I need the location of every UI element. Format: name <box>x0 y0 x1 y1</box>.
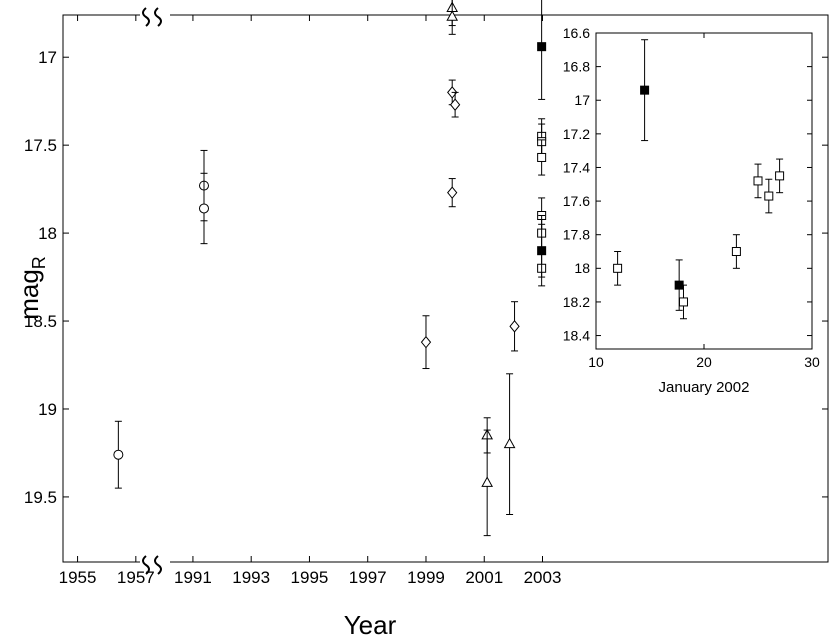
y-tick-label: 18 <box>574 260 590 276</box>
x-tick-label: 1957 <box>117 568 155 587</box>
y-tick-label: 17.6 <box>563 193 590 209</box>
inset-plot: 16.6 16.8 17 17.2 17.4 17.6 17.8 18 18.2 18.4 10 20… <box>563 25 820 370</box>
y-tick-label: 16.6 <box>563 25 590 41</box>
x-tick-label: 1955 <box>59 568 97 587</box>
y-tick-label: 17.4 <box>563 159 590 175</box>
x-tick-label: 30 <box>804 354 820 370</box>
x-tick-label: 1997 <box>349 568 387 587</box>
y-tick-label: 18.5 <box>24 312 57 331</box>
marker <box>113 449 124 460</box>
y-tick-label: 18.4 <box>563 327 590 343</box>
marker <box>420 335 432 349</box>
break-mark <box>142 555 162 575</box>
marker <box>447 186 458 199</box>
marker <box>198 203 209 214</box>
y-axis-label-subscript: R <box>29 256 49 269</box>
y-tick-label: 19.5 <box>24 488 57 507</box>
x-tick-label: 1995 <box>291 568 329 587</box>
axis-break <box>140 5 170 575</box>
marker <box>537 152 547 162</box>
main-plot: 17 17.5 18 18.5 19 19.5 1955 1957 1991 1993 1995 19… <box>24 0 828 587</box>
x-tick-label: 10 <box>588 354 604 370</box>
marker <box>509 320 520 333</box>
x-tick-label: 2003 <box>524 568 562 587</box>
y-tick-label: 18.2 <box>563 294 590 310</box>
y-tick-label: 17 <box>38 48 57 67</box>
marker <box>449 98 461 111</box>
x-tick-label: 1999 <box>407 568 445 587</box>
marker <box>503 437 516 449</box>
marker <box>764 191 774 201</box>
marker <box>446 10 459 21</box>
y-tick-label: 16.8 <box>563 59 590 75</box>
y-axis-label: magR <box>14 256 49 320</box>
marker <box>753 176 763 186</box>
y-tick-label: 17.2 <box>563 126 590 142</box>
marker <box>775 171 785 181</box>
marker <box>613 263 623 273</box>
x-tick-label: 1993 <box>232 568 270 587</box>
marker <box>640 85 650 95</box>
y-axis-label-main: mag <box>14 269 44 320</box>
marker <box>731 247 741 257</box>
y-tick-label: 19 <box>38 400 57 419</box>
y-tick-label: 17.8 <box>563 227 590 243</box>
y-tick-label: 17.5 <box>24 136 57 155</box>
inset-frame <box>595 32 813 350</box>
y-tick-label: 18 <box>38 224 57 243</box>
marker <box>674 280 684 290</box>
break-mark <box>142 7 162 27</box>
x-tick-label: 2001 <box>465 568 503 587</box>
x-axis-label: Year <box>344 610 397 640</box>
marker <box>537 246 547 256</box>
x-tick-label: 20 <box>696 354 712 370</box>
y-tick-label: 17 <box>574 92 590 108</box>
marker <box>678 297 688 307</box>
marker <box>481 476 494 487</box>
x-tick-label: 1991 <box>174 568 212 587</box>
inset-x-axis-label: January 2002 <box>659 379 750 396</box>
marker <box>537 42 547 52</box>
